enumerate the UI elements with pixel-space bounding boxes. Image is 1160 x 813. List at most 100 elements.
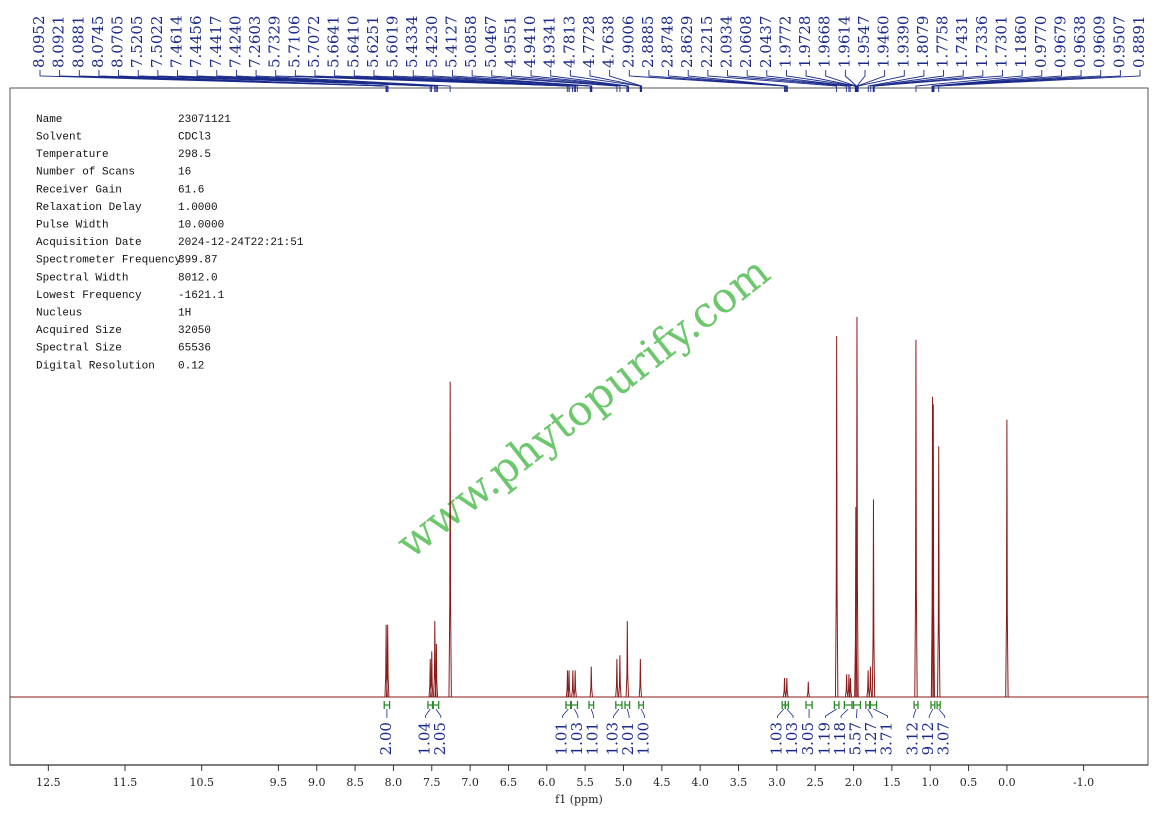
integral-connector xyxy=(786,708,794,718)
param-name: Acquired Size xyxy=(36,325,122,337)
peak-pick-label: 8.0881 xyxy=(69,16,87,68)
integral-bracket xyxy=(784,701,789,709)
peak-pick-label: 2.0934 xyxy=(718,16,736,69)
integral-label: 1.27 xyxy=(862,722,880,755)
peak-pick-leader xyxy=(530,70,629,92)
peak-pick-label: 5.7106 xyxy=(285,16,303,69)
param-name: Nucleus xyxy=(36,308,82,320)
integral-bracket xyxy=(570,701,579,709)
integral-label: 1.01 xyxy=(583,722,601,755)
param-name: Lowest Frequency xyxy=(36,290,142,302)
integral-label: 1.19 xyxy=(816,722,834,755)
peak-pick-leader xyxy=(471,70,618,92)
peak-pick-leader xyxy=(255,70,451,92)
peak-pick-label: 0.9609 xyxy=(1091,16,1109,69)
peak xyxy=(448,381,452,698)
peak-pick-leader xyxy=(314,70,570,92)
peak-pick-label: 2.0437 xyxy=(757,16,775,69)
peak xyxy=(385,624,390,698)
peak-pick-label: 2.8629 xyxy=(678,16,696,69)
integral-bracket xyxy=(615,701,623,709)
peak-pick-leader xyxy=(118,70,389,92)
integral-connector xyxy=(435,708,442,718)
x-tick-label: 1.5 xyxy=(883,776,901,789)
integral-bracket xyxy=(936,701,941,709)
peak xyxy=(782,677,787,698)
param-name: Temperature xyxy=(36,149,109,161)
peak-pick-leader xyxy=(373,70,576,92)
peak xyxy=(844,674,849,698)
peak-pick-leader xyxy=(856,70,866,92)
x-tick-label: 8.0 xyxy=(385,776,403,789)
param-value: 8012.0 xyxy=(178,272,218,284)
peak-pick-label: 5.6019 xyxy=(384,16,402,69)
param-value: 0.12 xyxy=(178,360,204,372)
peak-pick-leader xyxy=(452,70,593,92)
param-name: Spectrometer Frequency xyxy=(36,255,182,267)
peak xyxy=(834,335,839,698)
peak-pick-leader xyxy=(727,70,847,92)
param-value: 399.87 xyxy=(178,255,218,267)
peak-pick-leader xyxy=(412,70,591,92)
peak-pick-leader xyxy=(915,70,1023,92)
x-tick-label: 6.0 xyxy=(538,776,556,789)
peak-pick-label: 2.2215 xyxy=(698,16,716,69)
param-value: 65536 xyxy=(178,343,211,355)
integral-bracket xyxy=(843,701,853,709)
peak-pick-label: 1.9390 xyxy=(894,16,912,69)
integral-label: 2.00 xyxy=(377,722,395,755)
peak-pick-label: 1.9614 xyxy=(835,16,853,69)
peak-pick-label: 1.7336 xyxy=(973,15,991,68)
peak-pick-label: 2.8885 xyxy=(639,16,657,69)
peak-pick-leader xyxy=(589,70,642,92)
peak-pick-label: 7.4417 xyxy=(207,16,225,68)
x-tick-label: 7.5 xyxy=(423,776,441,789)
integral-connector xyxy=(574,708,579,718)
peak-pick-label: 0.9507 xyxy=(1110,16,1128,69)
peak xyxy=(785,677,789,698)
integral-label: 1.04 xyxy=(415,722,433,755)
x-tick-label: 7.0 xyxy=(461,776,479,789)
x-tick-label: 9.0 xyxy=(308,776,326,789)
peak-pick-label: 4.9410 xyxy=(521,16,539,69)
peak xyxy=(914,339,918,698)
x-tick-label: 2.0 xyxy=(845,776,863,789)
peak-pick-label: 5.4127 xyxy=(443,16,461,69)
peak-pick-label: 5.7329 xyxy=(266,16,284,69)
peak-pick-label: 4.9341 xyxy=(541,16,559,69)
integral-label: 3.12 xyxy=(904,722,922,755)
integral-connector xyxy=(825,708,837,718)
integral-label: 1.03 xyxy=(568,722,586,755)
x-tick-label: 1.0 xyxy=(921,776,939,789)
param-name: Spectral Width xyxy=(36,272,128,284)
integral-bracket xyxy=(865,701,871,709)
param-value: 23071121 xyxy=(178,114,231,126)
integral-bracket xyxy=(833,701,840,709)
peak-pick-label: 7.4240 xyxy=(226,15,244,68)
peak-pick-leader xyxy=(870,70,945,92)
peak-pick-leader xyxy=(334,70,574,92)
peak-pick-label: 1.1860 xyxy=(1012,16,1030,68)
integral-label: 5.57 xyxy=(847,722,865,755)
peak-pick-label: 8.0705 xyxy=(109,16,127,69)
param-value: 2024-12-24T22:21:51 xyxy=(178,237,304,249)
x-tick-label: 8.5 xyxy=(346,776,364,789)
integral-label: 1.03 xyxy=(604,722,622,755)
x-tick-label: 5.0 xyxy=(615,776,633,789)
integral-bracket xyxy=(383,701,391,709)
peak-pick-leader xyxy=(873,70,1003,92)
peak-pick-label: 1.7758 xyxy=(934,16,952,69)
x-tick-label: 9.5 xyxy=(270,776,288,789)
peak-pick-leader xyxy=(353,70,575,92)
peak-pick-label: 5.7072 xyxy=(305,16,323,69)
peak-pick-label: 8.0921 xyxy=(50,16,68,68)
peak xyxy=(806,681,810,698)
peak-pick-leader xyxy=(216,70,437,92)
param-value: 32050 xyxy=(178,325,211,337)
peak-pick-leader xyxy=(766,70,851,92)
peak-pick-label: 4.7813 xyxy=(560,16,578,69)
integral-bracket xyxy=(805,701,813,709)
integral-label: 2.05 xyxy=(431,722,449,755)
integral-label: 3.07 xyxy=(935,722,953,755)
